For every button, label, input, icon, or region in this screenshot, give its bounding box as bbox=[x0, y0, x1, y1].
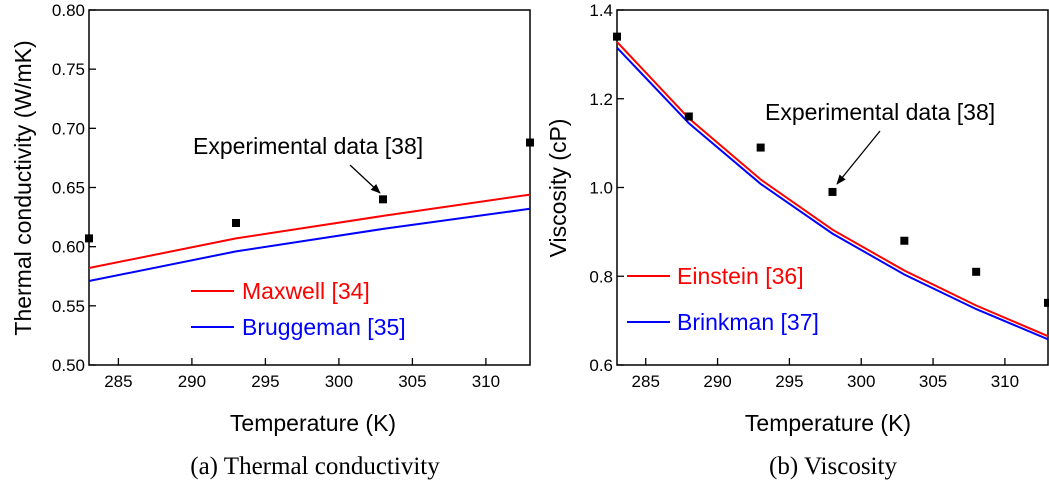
panel-thermal-conductivity: 0.50 0.55 0.60 0.65 0.70 0.75 0.80 285 290 295 30… bbox=[10, 1, 534, 480]
x-axis: 285 290 295 300 305 310 bbox=[104, 358, 500, 391]
experimental-point bbox=[526, 138, 534, 147]
y-axis-title: Viscosity (cP) bbox=[545, 119, 571, 258]
y-tick-label: 0.6 bbox=[589, 356, 613, 375]
y-tick-label: 0.8 bbox=[589, 267, 613, 286]
experimental-point bbox=[900, 236, 909, 245]
x-tick-label: 285 bbox=[104, 372, 132, 391]
annotation-arrow bbox=[349, 164, 381, 194]
legend: Einstein [36] Brinkman [37] bbox=[627, 263, 819, 335]
legend-label-brinkman: Brinkman [37] bbox=[677, 309, 819, 335]
x-tick-label: 290 bbox=[703, 372, 731, 391]
x-tick-label: 300 bbox=[847, 372, 875, 391]
x-tick-label: 295 bbox=[251, 372, 279, 391]
x-tick-label: 290 bbox=[178, 372, 206, 391]
plot-frame bbox=[88, 9, 531, 366]
legend-label-einstein: Einstein [36] bbox=[677, 263, 804, 289]
y-axis: 0.50 0.55 0.60 0.65 0.70 0.75 0.80 bbox=[52, 1, 96, 375]
y-tick-label: 0.65 bbox=[52, 179, 85, 198]
x-axis-title: Temperature (K) bbox=[745, 410, 911, 436]
experimental-point bbox=[972, 267, 981, 276]
legend-label-bruggeman: Bruggeman [35] bbox=[242, 314, 406, 340]
annotation-text: Experimental data [38] bbox=[193, 133, 423, 159]
x-tick-label: 300 bbox=[325, 372, 353, 391]
annotation-text: Experimental data [38] bbox=[765, 99, 995, 125]
x-axis: 285 290 295 300 305 310 bbox=[632, 358, 1019, 391]
legend: Maxwell [34] Bruggeman [35] bbox=[191, 278, 406, 340]
experimental-point bbox=[828, 187, 837, 196]
series-line-1 bbox=[88, 207, 531, 282]
experimental-point bbox=[684, 112, 693, 121]
panel-viscosity: 0.6 0.8 1.0 1.2 1.4 285 290 295 300 305 310 Visco… bbox=[545, 1, 1049, 480]
y-tick-label: 0.50 bbox=[52, 356, 85, 375]
caption: (a) Thermal conductivity bbox=[190, 453, 440, 480]
y-tick-label: 0.75 bbox=[52, 60, 85, 79]
x-tick-label: 305 bbox=[919, 372, 947, 391]
x-tick-label: 285 bbox=[632, 372, 660, 391]
legend-label-maxwell: Maxwell [34] bbox=[242, 278, 370, 304]
experimental-points bbox=[85, 138, 534, 243]
x-tick-label: 310 bbox=[472, 372, 500, 391]
experimental-point bbox=[756, 143, 765, 152]
experimental-point bbox=[1044, 298, 1049, 307]
x-tick-label: 305 bbox=[398, 372, 426, 391]
x-tick-label: 310 bbox=[991, 372, 1019, 391]
experimental-point bbox=[379, 195, 387, 204]
y-axis-title: Thermal conductivity (W/mK) bbox=[10, 40, 36, 335]
experimental-points bbox=[613, 32, 1049, 307]
series-line-0 bbox=[88, 193, 531, 269]
y-tick-label: 0.80 bbox=[52, 1, 85, 20]
y-tick-label: 0.55 bbox=[52, 297, 85, 316]
y-tick-label: 0.60 bbox=[52, 238, 85, 257]
experimental-point bbox=[232, 219, 240, 227]
series-line-1 bbox=[616, 47, 1049, 341]
caption: (b) Viscosity bbox=[769, 453, 897, 480]
y-tick-label: 1.2 bbox=[589, 90, 613, 109]
experimental-point bbox=[613, 32, 621, 41]
y-tick-label: 1.0 bbox=[589, 179, 613, 198]
x-tick-label: 295 bbox=[775, 372, 803, 391]
x-axis-title: Temperature (K) bbox=[230, 410, 396, 436]
experimental-point bbox=[85, 234, 93, 243]
y-axis: 0.6 0.8 1.0 1.2 1.4 bbox=[589, 1, 624, 375]
y-tick-label: 1.4 bbox=[589, 1, 613, 20]
series-lines bbox=[88, 193, 531, 282]
annotation-arrow bbox=[836, 130, 881, 185]
y-tick-label: 0.70 bbox=[52, 119, 85, 138]
